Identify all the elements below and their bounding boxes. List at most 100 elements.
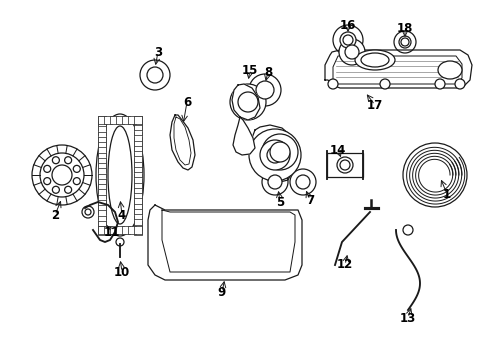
Circle shape [339,32,355,48]
Ellipse shape [360,53,388,67]
Circle shape [327,79,337,89]
Text: 1: 1 [442,188,450,201]
Bar [98,148,106,157]
Bar [128,116,136,124]
Circle shape [260,140,289,170]
Bar [134,210,142,219]
Circle shape [229,84,265,120]
Circle shape [248,129,301,181]
Polygon shape [325,50,471,88]
Polygon shape [170,115,195,170]
Bar [110,116,118,124]
Text: 18: 18 [396,22,412,35]
Text: 12: 12 [336,258,352,271]
Bar [98,226,106,234]
Bar [98,116,106,125]
Bar [134,116,142,124]
Bar [98,174,106,183]
Bar [98,179,106,188]
Text: 7: 7 [305,194,313,207]
Circle shape [256,81,273,99]
Circle shape [434,79,444,89]
Bar [134,184,142,193]
Bar [128,226,136,234]
Bar [134,174,142,183]
Polygon shape [231,84,260,120]
Text: 15: 15 [242,63,258,77]
Text: 14: 14 [329,144,346,157]
Ellipse shape [354,50,394,70]
Circle shape [147,67,163,83]
Bar [134,153,142,162]
Bar [104,226,112,234]
Text: 6: 6 [183,95,191,108]
Bar [134,168,142,177]
Circle shape [262,134,297,170]
Text: 11: 11 [103,225,120,239]
Text: 17: 17 [366,99,382,112]
Bar [134,121,142,130]
Bar [134,205,142,214]
Circle shape [262,169,287,195]
Bar [98,168,106,177]
Bar [122,116,130,124]
Bar [134,226,142,234]
Circle shape [398,36,410,48]
Bar [98,163,106,172]
Text: 3: 3 [154,45,162,59]
Bar [134,126,142,135]
Bar [98,200,106,209]
Polygon shape [148,205,302,280]
Ellipse shape [108,126,132,224]
Circle shape [454,79,464,89]
Text: 5: 5 [275,195,284,208]
Text: 2: 2 [51,208,59,221]
Circle shape [267,175,282,189]
Bar [134,158,142,167]
Bar [98,142,106,151]
Text: 9: 9 [218,285,225,298]
Circle shape [345,45,358,59]
Ellipse shape [437,61,461,79]
Bar [98,158,106,167]
Bar [134,148,142,157]
Bar [104,116,112,124]
Bar [98,137,106,146]
Circle shape [289,169,315,195]
Circle shape [295,175,309,189]
Circle shape [393,31,415,53]
Bar [134,200,142,209]
Bar [110,226,118,234]
Bar [98,126,106,135]
Polygon shape [249,125,294,182]
Bar [134,216,142,225]
Bar [98,189,106,198]
Bar [98,194,106,203]
Bar [98,121,106,130]
Bar [134,226,142,235]
Circle shape [248,74,281,106]
Bar [98,216,106,225]
Circle shape [338,39,364,65]
Bar [98,210,106,219]
Bar [98,226,106,235]
Circle shape [332,25,362,55]
Bar [134,179,142,188]
Circle shape [140,60,170,90]
Bar [134,189,142,198]
Bar [98,132,106,141]
Text: 16: 16 [339,18,355,32]
Bar [98,116,106,124]
Circle shape [379,79,389,89]
Bar [134,221,142,230]
Bar [116,226,124,234]
Bar [122,226,130,234]
Text: 13: 13 [399,311,415,324]
Text: 10: 10 [114,266,130,279]
Bar [326,153,362,177]
Bar [98,153,106,162]
Circle shape [269,142,289,162]
Bar [134,132,142,141]
Polygon shape [232,117,254,155]
Bar [116,116,124,124]
